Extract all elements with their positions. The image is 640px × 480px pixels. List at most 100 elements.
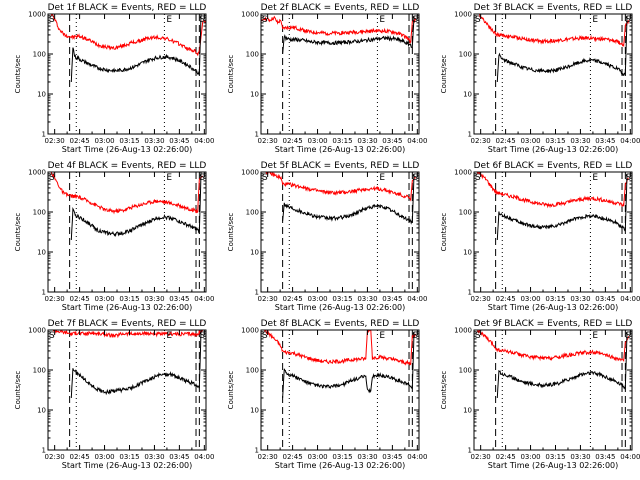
lld-series-line — [265, 172, 417, 202]
lld-series-line — [52, 330, 204, 339]
x-tick-label: 03:30 — [570, 453, 590, 461]
x-tick-label: 03:15 — [332, 295, 352, 303]
y-tick-label: 100 — [246, 51, 259, 59]
panel-title: Det 4f BLACK = Events, RED = LLD — [48, 161, 207, 171]
events-series-line — [496, 331, 628, 399]
events-series-line — [496, 173, 628, 241]
panel-title: Det 2f BLACK = Events, RED = LLD — [261, 3, 420, 13]
plot-area — [260, 329, 420, 451]
x-tick-label: 04:00 — [407, 295, 427, 303]
panel-title: Det 8f BLACK = Events, RED = LLD — [261, 319, 420, 329]
y-axis-label: Counts/sec — [14, 213, 22, 252]
x-tick-label: 03:15 — [332, 453, 352, 461]
x-axis-label: Start Time (26-Aug-13 02:26:00) — [275, 461, 406, 470]
plot-area — [473, 171, 633, 293]
x-tick-label: 02:30 — [258, 453, 278, 461]
interval-marker-label: E — [379, 331, 385, 341]
x-tick-label: 02:45 — [70, 137, 90, 145]
interval-marker-label: S — [262, 331, 268, 341]
x-tick-label: 02:45 — [283, 453, 303, 461]
x-tick-label: 03:45 — [169, 453, 189, 461]
x-tick-label: 03:00 — [520, 295, 540, 303]
x-tick-label: 03:30 — [570, 295, 590, 303]
y-tick-label: 1000 — [241, 169, 259, 177]
y-tick-label: 10 — [250, 91, 259, 99]
detector-panel-7: 02:30 02:45 03:00 03:15 03:30 03:45 04:00 1 10 10… — [14, 319, 214, 470]
x-tick-label: 03:30 — [357, 453, 377, 461]
y-tick-label: 10 — [250, 407, 259, 415]
x-tick-label: 03:15 — [545, 453, 565, 461]
x-tick-label: 02:45 — [70, 295, 90, 303]
x-tick-label: 03:45 — [595, 295, 615, 303]
x-tick-label: 03:30 — [144, 453, 164, 461]
interval-marker-label: E — [592, 15, 598, 25]
x-tick-label: 02:30 — [45, 295, 65, 303]
detector-panel-6: 02:30 02:45 03:00 03:15 03:30 03:45 04:00 1 10 10… — [440, 161, 640, 312]
lld-series-line — [479, 14, 630, 48]
y-tick-label: 1 — [468, 289, 472, 297]
y-tick-label: 10 — [37, 249, 46, 257]
x-tick-label: 02:30 — [471, 295, 491, 303]
plot-frame — [260, 171, 420, 293]
y-tick-label: 1000 — [28, 169, 46, 177]
detector-panel-8: 02:30 02:45 03:00 03:15 03:30 03:45 04:00 1 10 10… — [227, 319, 427, 470]
y-axis-label: Counts/sec — [227, 213, 235, 252]
panel-title: Det 9f BLACK = Events, RED = LLD — [474, 319, 633, 329]
lld-series-line — [261, 15, 417, 45]
x-tick-label: 03:30 — [144, 295, 164, 303]
plot-area — [47, 329, 207, 451]
y-tick-label: 1 — [255, 289, 259, 297]
y-tick-label: 1 — [255, 131, 259, 139]
x-tick-label: 03:15 — [119, 453, 139, 461]
x-axis-label: Start Time (26-Aug-13 02:26:00) — [488, 145, 619, 154]
x-tick-label: 03:00 — [94, 137, 114, 145]
x-axis-label: Start Time (26-Aug-13 02:26:00) — [62, 461, 193, 470]
y-tick-label: 100 — [459, 367, 472, 375]
events-series-line — [496, 15, 628, 83]
x-tick-label: 03:15 — [119, 295, 139, 303]
interval-marker-label: S — [49, 173, 55, 183]
x-tick-label: 03:45 — [169, 137, 189, 145]
x-tick-label: 03:45 — [169, 295, 189, 303]
plot-frame — [473, 329, 633, 451]
x-tick-label: 02:45 — [496, 295, 516, 303]
x-tick-label: 03:15 — [545, 295, 565, 303]
x-axis-label: Start Time (26-Aug-13 02:26:00) — [62, 145, 193, 154]
lld-series-line — [476, 172, 629, 209]
y-axis-label: Counts/sec — [14, 55, 22, 94]
x-tick-label: 03:00 — [307, 137, 327, 145]
interval-marker-label: S — [199, 173, 205, 183]
x-tick-label: 02:45 — [70, 453, 90, 461]
y-tick-label: 100 — [246, 209, 259, 217]
lld-series-line — [50, 172, 204, 215]
panel-title: Det 5f BLACK = Events, RED = LLD — [261, 161, 420, 171]
interval-marker-label: E — [166, 15, 172, 25]
x-tick-label: 03:15 — [332, 137, 352, 145]
x-tick-label: 03:30 — [357, 295, 377, 303]
y-axis-label: Counts/sec — [227, 371, 235, 410]
y-tick-label: 100 — [459, 209, 472, 217]
x-tick-label: 02:30 — [45, 453, 65, 461]
x-tick-label: 03:30 — [570, 137, 590, 145]
plot-frame — [473, 13, 633, 135]
panel-title: Det 3f BLACK = Events, RED = LLD — [474, 3, 633, 13]
x-tick-label: 03:45 — [382, 453, 402, 461]
x-tick-label: 02:30 — [258, 137, 278, 145]
interval-marker-label: S — [625, 331, 631, 341]
y-tick-label: 1 — [42, 131, 46, 139]
detector-panel-5: 02:30 02:45 03:00 03:15 03:30 03:45 04:00 1 10 10… — [227, 161, 427, 312]
y-tick-label: 10 — [463, 407, 472, 415]
x-tick-label: 02:30 — [471, 453, 491, 461]
interval-marker-label: E — [592, 331, 598, 341]
x-axis-label: Start Time (26-Aug-13 02:26:00) — [275, 303, 406, 312]
x-tick-label: 04:00 — [620, 295, 640, 303]
y-tick-label: 1000 — [241, 11, 259, 19]
lld-series-line — [50, 14, 206, 56]
interval-marker-label: S — [262, 15, 268, 25]
plot-area — [47, 13, 207, 135]
plot-frame — [473, 171, 633, 293]
interval-marker-label: S — [49, 331, 55, 341]
x-tick-label: 02:45 — [496, 137, 516, 145]
x-axis-label: Start Time (26-Aug-13 02:26:00) — [488, 303, 619, 312]
